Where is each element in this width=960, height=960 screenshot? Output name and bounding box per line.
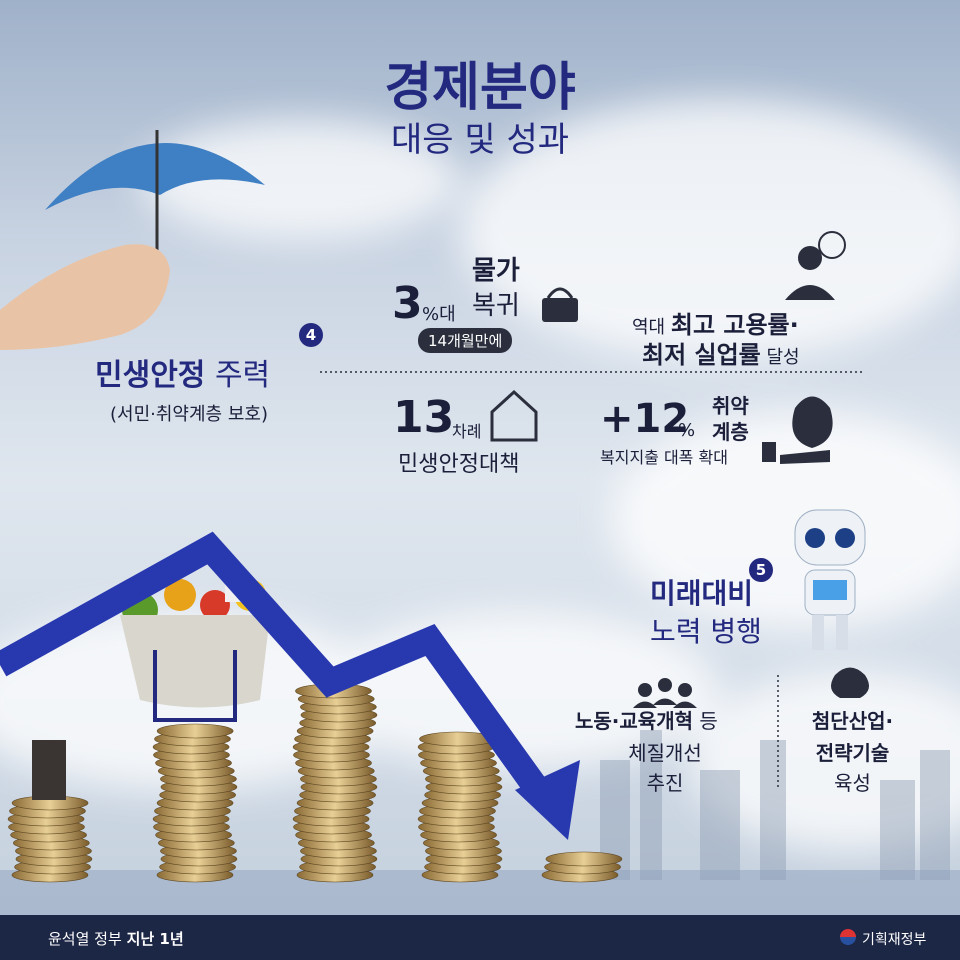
footer: 윤석열 정부 지난 1년 기획재정부 [0, 915, 960, 960]
coin-stacks [7, 683, 623, 883]
umbrella [0, 130, 265, 350]
footer-gov: 윤석열 정부 [48, 930, 122, 948]
stat-unit: %대 [422, 304, 456, 325]
stat-label: 물가 [472, 256, 520, 286]
trend-arrow [0, 531, 580, 840]
robot [794, 509, 866, 650]
city-skyline [600, 730, 950, 880]
item-text: 체질개선 [628, 741, 702, 765]
item-text: 노동·교육개혁 등 [575, 705, 718, 734]
section-title: 민생안정 주력 [95, 350, 270, 394]
title: 경제분야 [384, 58, 576, 118]
stat-pill: 14개월만에 [418, 328, 513, 353]
stat-unit: % [678, 420, 696, 441]
item-text: 육성 [834, 771, 871, 795]
section-note: (서민·취약계층 보호) [110, 404, 268, 425]
stat-label: 계층 [712, 420, 749, 444]
subtitle: 대응 및 성과 [390, 120, 569, 160]
stat-number: 13 [393, 392, 455, 443]
stat-prefix: 역대 [632, 317, 666, 338]
stat-unit: 차례 [452, 422, 482, 441]
item-text: 전략기술 [815, 741, 890, 765]
stat-text: 최저 실업률 달성 [642, 335, 800, 370]
section-title-rest: 주력 [214, 358, 271, 393]
stat-label: 최저 실업률 [642, 341, 761, 369]
stat-number: +12 [600, 396, 690, 442]
item-text: 추진 [646, 771, 684, 795]
oil-can [32, 740, 66, 800]
section-number: 5 [749, 558, 773, 582]
footer-left: 윤석열 정부 지난 1년 [48, 928, 184, 949]
section-title: 노력 병행 [650, 615, 762, 648]
item-bold: 노동·교육개혁 [575, 709, 693, 733]
logo [840, 929, 856, 945]
icons [490, 231, 869, 708]
stat-label: 최고 고용률· [670, 311, 799, 339]
item-text: 첨단산업· [811, 709, 894, 733]
coin [545, 851, 623, 867]
stat-label: 취약 [712, 394, 749, 418]
section-title: 미래대비 [650, 577, 754, 610]
stat-text: 역대 최고 고용률· [632, 305, 799, 340]
item-suffix: 등 [699, 709, 718, 733]
stat-suffix: 달성 [766, 347, 800, 368]
stat-label: 복귀 [472, 291, 520, 321]
footer-right: 기획재정부 [862, 932, 927, 948]
stat-number: 3 [392, 278, 423, 329]
section-title-bold: 민생안정 [95, 358, 206, 393]
stat-label: 민생안정대책 [398, 452, 520, 477]
coin [156, 723, 234, 739]
section-number: 4 [299, 323, 323, 347]
stat-note: 복지지출 대폭 확대 [600, 448, 728, 467]
footer-year: 지난 1년 [126, 930, 184, 948]
